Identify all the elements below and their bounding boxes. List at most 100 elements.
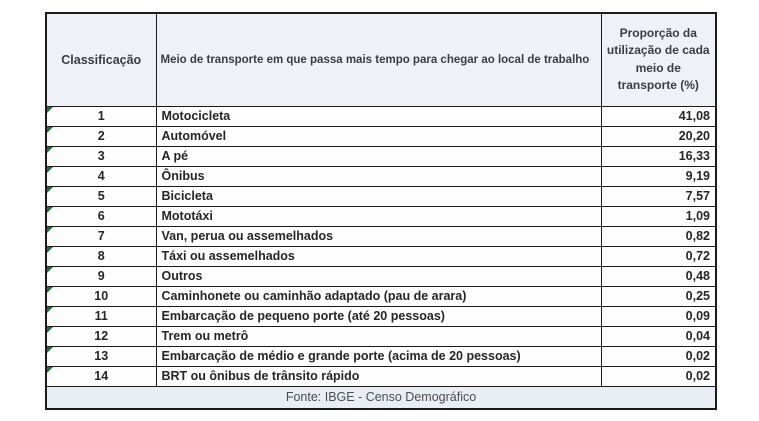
value-cell: 20,20	[600, 125, 717, 147]
rank-value: 8	[97, 249, 105, 263]
mode-cell: BRT ou ônibus de trânsito rápido	[155, 365, 602, 387]
rank-cell: 6	[45, 205, 157, 227]
table-row: 11 Embarcação de pequeno porte (até 20 p…	[45, 305, 717, 327]
rank-cell: 3	[45, 145, 157, 167]
table-row: 6 Mototáxi 1,09	[45, 205, 717, 227]
rank-value: 11	[94, 309, 108, 323]
mode-cell: Mototáxi	[155, 205, 602, 227]
table-row: 14 BRT ou ônibus de trânsito rápido 0,02	[45, 365, 717, 387]
proportion-value: 0,02	[685, 369, 710, 383]
proportion-value: 7,57	[685, 189, 710, 203]
proportion-value: 16,33	[678, 149, 710, 163]
mode-cell: Embarcação de pequeno porte (até 20 pess…	[155, 305, 602, 327]
proportion-value: 9,19	[685, 169, 710, 183]
rank-value: 14	[94, 369, 109, 383]
transport-mode-label: Motocicleta	[161, 109, 231, 123]
rank-cell: 1	[45, 105, 157, 127]
rank-cell: 14	[45, 365, 157, 387]
proportion-value: 41,08	[678, 109, 710, 123]
cell-error-corner-icon	[47, 307, 53, 313]
cell-error-corner-icon	[47, 187, 53, 193]
table-row: 1 Motocicleta 41,08	[45, 105, 717, 127]
proportion-value: 1,09	[685, 209, 710, 223]
value-cell: 0,25	[600, 285, 717, 307]
rank-cell: 12	[45, 325, 157, 347]
mode-cell: Automóvel	[155, 125, 602, 147]
rank-value: 9	[97, 269, 105, 283]
mode-cell: Van, perua ou assemelhados	[155, 225, 602, 247]
rank-value: 7	[97, 229, 105, 243]
header-row: Classificação Meio de transporte em que …	[45, 12, 717, 107]
value-cell: 0,09	[600, 305, 717, 327]
rank-value: 4	[97, 169, 105, 183]
header-classification: Classificação	[45, 12, 157, 107]
rank-value: 3	[97, 149, 105, 163]
rank-cell: 2	[45, 125, 157, 147]
transport-mode-label: Outros	[161, 269, 203, 283]
proportion-value: 0,82	[685, 229, 710, 243]
rank-value: 6	[97, 209, 105, 223]
proportion-value: 0,04	[685, 329, 710, 343]
table-header: Classificação Meio de transporte em que …	[45, 12, 717, 107]
rank-cell: 4	[45, 165, 157, 187]
transport-mode-label: Ônibus	[161, 169, 205, 183]
transport-mode-label: Trem ou metrô	[161, 329, 249, 343]
value-cell: 0,48	[600, 265, 717, 287]
value-cell: 0,72	[600, 245, 717, 267]
transport-mode-label: Embarcação de médio e grande porte (acim…	[161, 349, 521, 363]
proportion-value: 0,72	[685, 249, 710, 263]
value-cell: 0,02	[600, 365, 717, 387]
mode-cell: Caminhonete ou caminhão adaptado (pau de…	[155, 285, 602, 307]
cell-error-corner-icon	[47, 207, 53, 213]
table-row: 7 Van, perua ou assemelhados 0,82	[45, 225, 717, 247]
header-usage-proportion: Proporção da utilização de cada meio de …	[600, 12, 717, 107]
value-cell: 16,33	[600, 145, 717, 167]
transport-mode-label: Bicicleta	[161, 189, 213, 203]
transport-usage-table-container: Classificação Meio de transporte em que …	[45, 12, 717, 410]
rank-value: 5	[97, 189, 105, 203]
cell-error-corner-icon	[47, 327, 53, 333]
table-row: 3 A pé 16,33	[45, 145, 717, 167]
proportion-value: 20,20	[678, 129, 710, 143]
cell-error-corner-icon	[47, 267, 53, 273]
mode-cell: Embarcação de médio e grande porte (acim…	[155, 345, 602, 367]
rank-value: 10	[94, 289, 109, 303]
value-cell: 0,82	[600, 225, 717, 247]
proportion-value: 0,02	[685, 349, 710, 363]
cell-error-corner-icon	[47, 167, 53, 173]
transport-usage-table: Classificação Meio de transporte em que …	[45, 12, 717, 410]
rank-cell: 9	[45, 265, 157, 287]
transport-mode-label: Mototáxi	[161, 209, 213, 223]
transport-mode-label: Van, perua ou assemelhados	[161, 229, 334, 243]
cell-error-corner-icon	[47, 227, 53, 233]
rank-cell: 10	[45, 285, 157, 307]
transport-mode-label: Táxi ou assemelhados	[161, 249, 295, 263]
transport-mode-label: Automóvel	[161, 129, 227, 143]
table-row: 5 Bicicleta 7,57	[45, 185, 717, 207]
table-row: 4 Ônibus 9,19	[45, 165, 717, 187]
mode-cell: A pé	[155, 145, 602, 167]
value-cell: 7,57	[600, 185, 717, 207]
table-row: 12 Trem ou metrô 0,04	[45, 325, 717, 347]
table-row: 9 Outros 0,48	[45, 265, 717, 287]
rank-cell: 7	[45, 225, 157, 247]
footer-row: Fonte: IBGE - Censo Demográfico	[45, 385, 717, 410]
table-row: 2 Automóvel 20,20	[45, 125, 717, 147]
transport-mode-label: Caminhonete ou caminhão adaptado (pau de…	[161, 289, 467, 303]
cell-error-corner-icon	[47, 247, 53, 253]
proportion-value: 0,25	[685, 289, 710, 303]
cell-error-corner-icon	[47, 147, 53, 153]
value-cell: 9,19	[600, 165, 717, 187]
table-row: 13 Embarcação de médio e grande porte (a…	[45, 345, 717, 367]
transport-mode-label: BRT ou ônibus de trânsito rápido	[161, 369, 360, 383]
cell-error-corner-icon	[47, 127, 53, 133]
mode-cell: Táxi ou assemelhados	[155, 245, 602, 267]
cell-error-corner-icon	[47, 287, 53, 293]
value-cell: 0,04	[600, 325, 717, 347]
rank-cell: 11	[45, 305, 157, 327]
source-note: Fonte: IBGE - Censo Demográfico	[45, 385, 717, 410]
table-footer: Fonte: IBGE - Censo Demográfico	[45, 385, 717, 410]
rank-cell: 5	[45, 185, 157, 207]
mode-cell: Ônibus	[155, 165, 602, 187]
value-cell: 0,02	[600, 345, 717, 367]
